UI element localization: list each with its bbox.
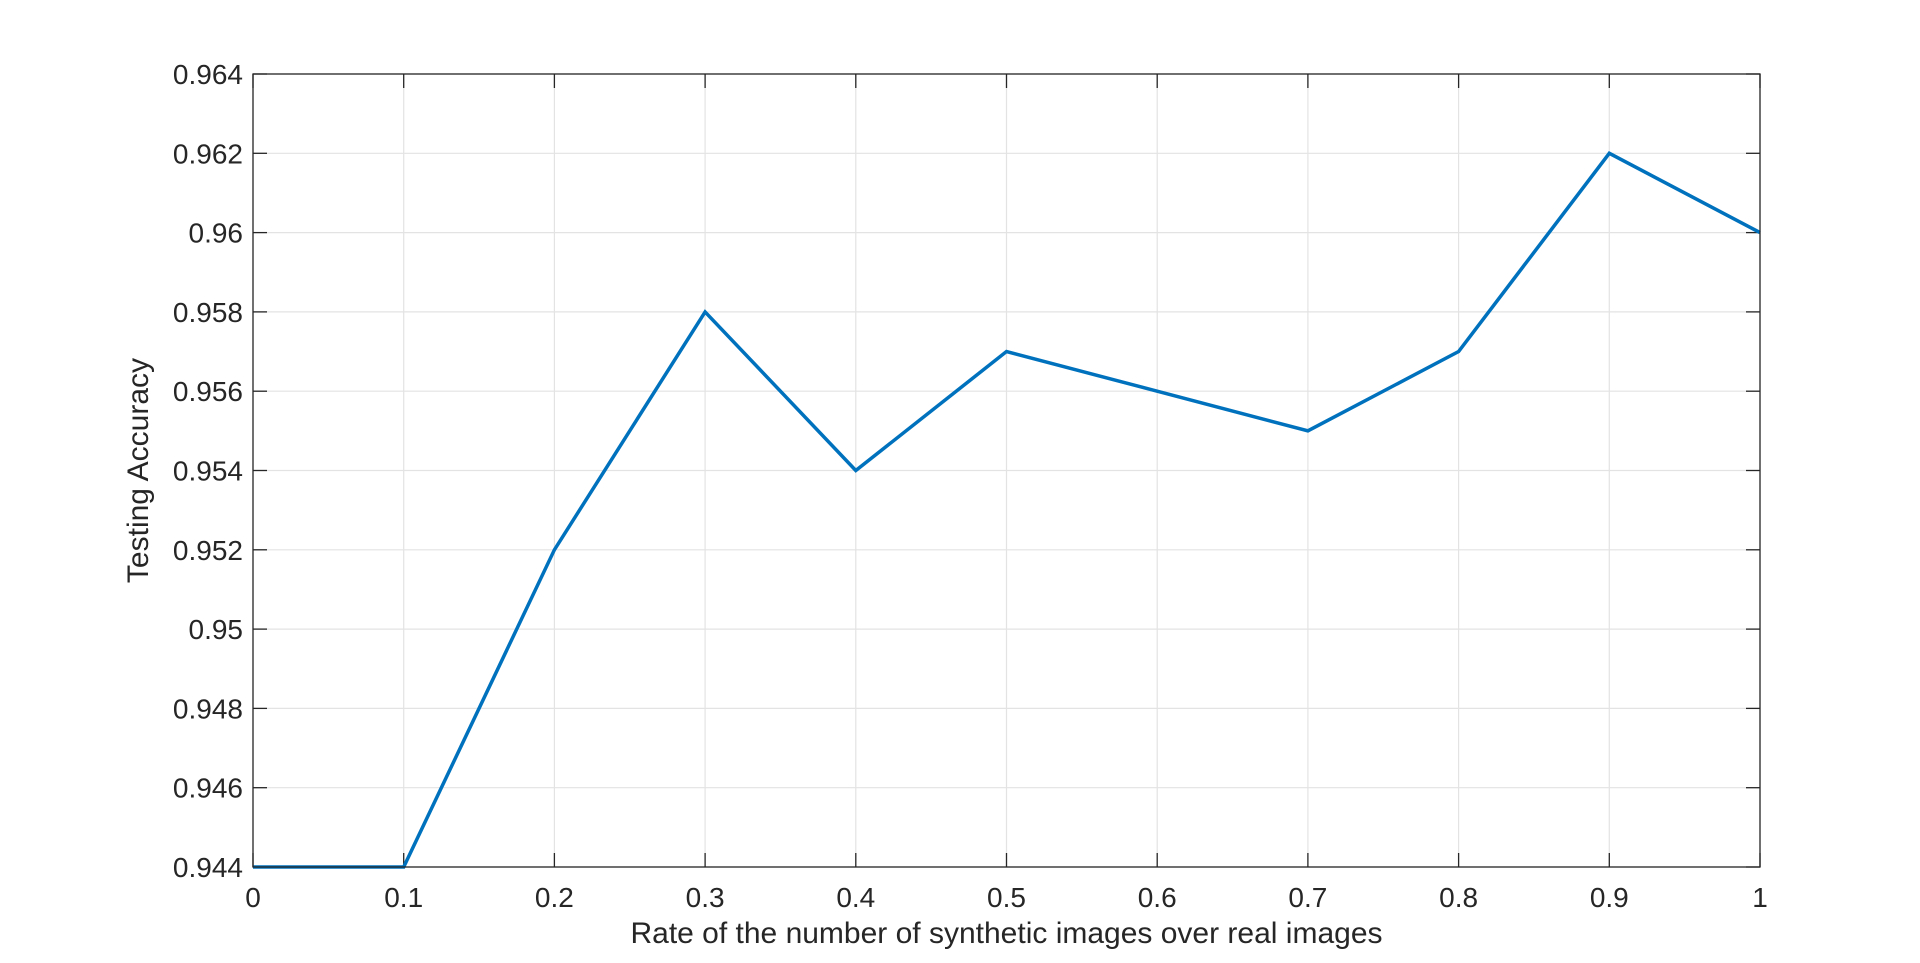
y-tick-label: 0.962 bbox=[173, 138, 243, 169]
x-tick-label: 0.4 bbox=[836, 882, 875, 913]
y-tick-label: 0.958 bbox=[173, 297, 243, 328]
series-layer bbox=[253, 151, 1761, 869]
x-tick-label: 0.6 bbox=[1138, 882, 1177, 913]
series-line bbox=[253, 151, 1761, 869]
y-tick-label: 0.948 bbox=[173, 693, 243, 724]
x-axis-label: Rate of the number of synthetic images o… bbox=[630, 917, 1382, 950]
x-tick-label: 0.9 bbox=[1590, 882, 1629, 913]
x-tick-label: 0 bbox=[245, 882, 261, 913]
x-tick-label: 0.8 bbox=[1439, 882, 1478, 913]
y-tick-label: 0.964 bbox=[173, 59, 243, 90]
plot-frame bbox=[252, 73, 1761, 868]
y-tick-label: 0.956 bbox=[173, 376, 243, 407]
y-tick-label: 0.96 bbox=[189, 218, 244, 249]
y-tick-label: 0.944 bbox=[173, 852, 243, 883]
y-tick-labels: 0.944 0.946 0.948 0.95 0.952 0.954 0.956 0.958 0… bbox=[173, 59, 243, 883]
x-tick-label: 0.1 bbox=[384, 882, 423, 913]
x-tick-label: 0.2 bbox=[535, 882, 574, 913]
y-tick-label: 0.954 bbox=[173, 456, 243, 487]
y-axis-label: Testing Accuracy bbox=[122, 358, 155, 583]
y-tick-label: 0.952 bbox=[173, 535, 243, 566]
x-tick-label: 0.5 bbox=[987, 882, 1026, 913]
x-tick-labels: 0 0.1 0.2 0.3 0.4 0.5 0.6 0.7 0.8 0.9 1 bbox=[245, 882, 1768, 913]
x-tick-label: 1 bbox=[1752, 882, 1768, 913]
y-tick-label: 0.95 bbox=[189, 614, 244, 645]
x-tick-label: 0.7 bbox=[1288, 882, 1327, 913]
x-tick-label: 0.3 bbox=[686, 882, 725, 913]
y-tick-label: 0.946 bbox=[173, 773, 243, 804]
